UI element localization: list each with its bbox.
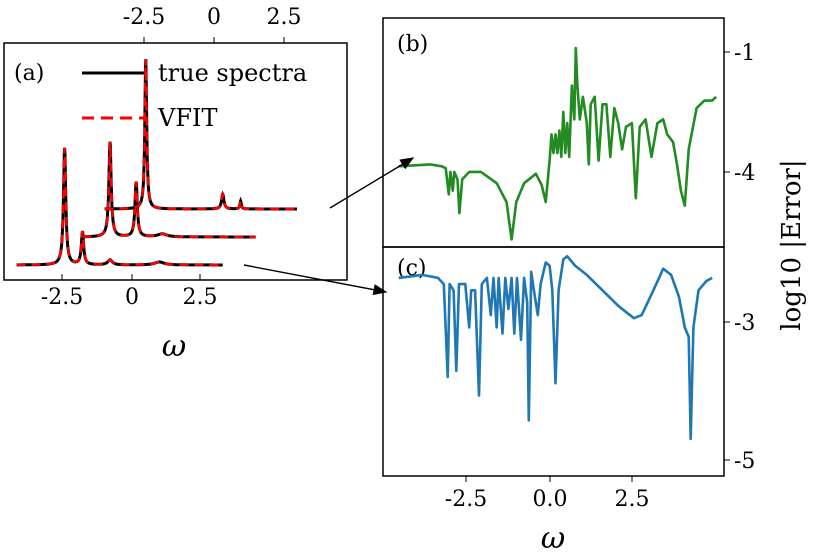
panel-a-x-axis-label: ω <box>162 329 186 364</box>
shared-y-axis-label: log10 |Error| <box>777 159 807 330</box>
panel-b-y-tick-1: -1 <box>734 41 755 66</box>
legend: true spectra VFIT <box>82 59 307 132</box>
panel-b-error-line <box>398 46 718 241</box>
panel-c-error-line <box>398 255 713 441</box>
panel-b-label: (b) <box>397 32 428 57</box>
panel-c-y-tick-2: -5 <box>734 449 755 474</box>
panel-b-y-ticks: -1 -4 <box>724 41 755 186</box>
panel-a-x-tick-bottom-1: -2.5 <box>41 285 83 310</box>
panel-a-x-ticks-top: -2.5 0 2.5 <box>123 5 302 43</box>
panel-a-x-tick-top-3: 2.5 <box>267 5 302 30</box>
arrow-to-panel-b <box>329 157 415 209</box>
panel-a-x-tick-bottom-2: 0 <box>125 285 139 310</box>
panel-a-frame <box>3 42 348 281</box>
panel-c-x-tick-3: 2.5 <box>615 487 650 512</box>
panel-c-x-axis-label: ω <box>541 521 565 555</box>
panel-c-frame <box>382 246 725 477</box>
panel-c-y-tick-1: -3 <box>734 311 755 336</box>
panel-a-label: (a) <box>14 61 44 86</box>
panel-a-x-tick-top-1: -2.5 <box>123 5 165 30</box>
panel-c-x-tick-1: -2.5 <box>445 487 487 512</box>
panel-b-frame <box>382 17 725 248</box>
panel-c-x-ticks: -2.5 0.0 2.5 <box>445 476 650 512</box>
arrow-to-panel-c <box>243 264 388 296</box>
legend-label-vfit: VFIT <box>157 104 217 132</box>
panel-a-true-spectrum-1 <box>16 147 223 267</box>
panel-a-vfit-spectrum-1 <box>16 147 223 267</box>
legend-label-true-spectra: true spectra <box>158 59 307 87</box>
panel-a-x-ticks-bottom: -2.5 0 2.5 <box>41 274 218 310</box>
panel-a-series <box>16 58 297 267</box>
panel-b-y-tick-2: -4 <box>734 161 755 186</box>
panel-a-vfit-spectrum-2 <box>82 141 256 239</box>
panel-a-vfit-spectrum-3 <box>104 58 297 211</box>
panel-a-x-tick-top-2: 0 <box>207 5 221 30</box>
panel-c-x-tick-2: 0.0 <box>533 487 568 512</box>
panel-c-y-ticks: -3 -5 <box>724 311 755 474</box>
panel-a-x-tick-bottom-3: 2.5 <box>183 285 218 310</box>
